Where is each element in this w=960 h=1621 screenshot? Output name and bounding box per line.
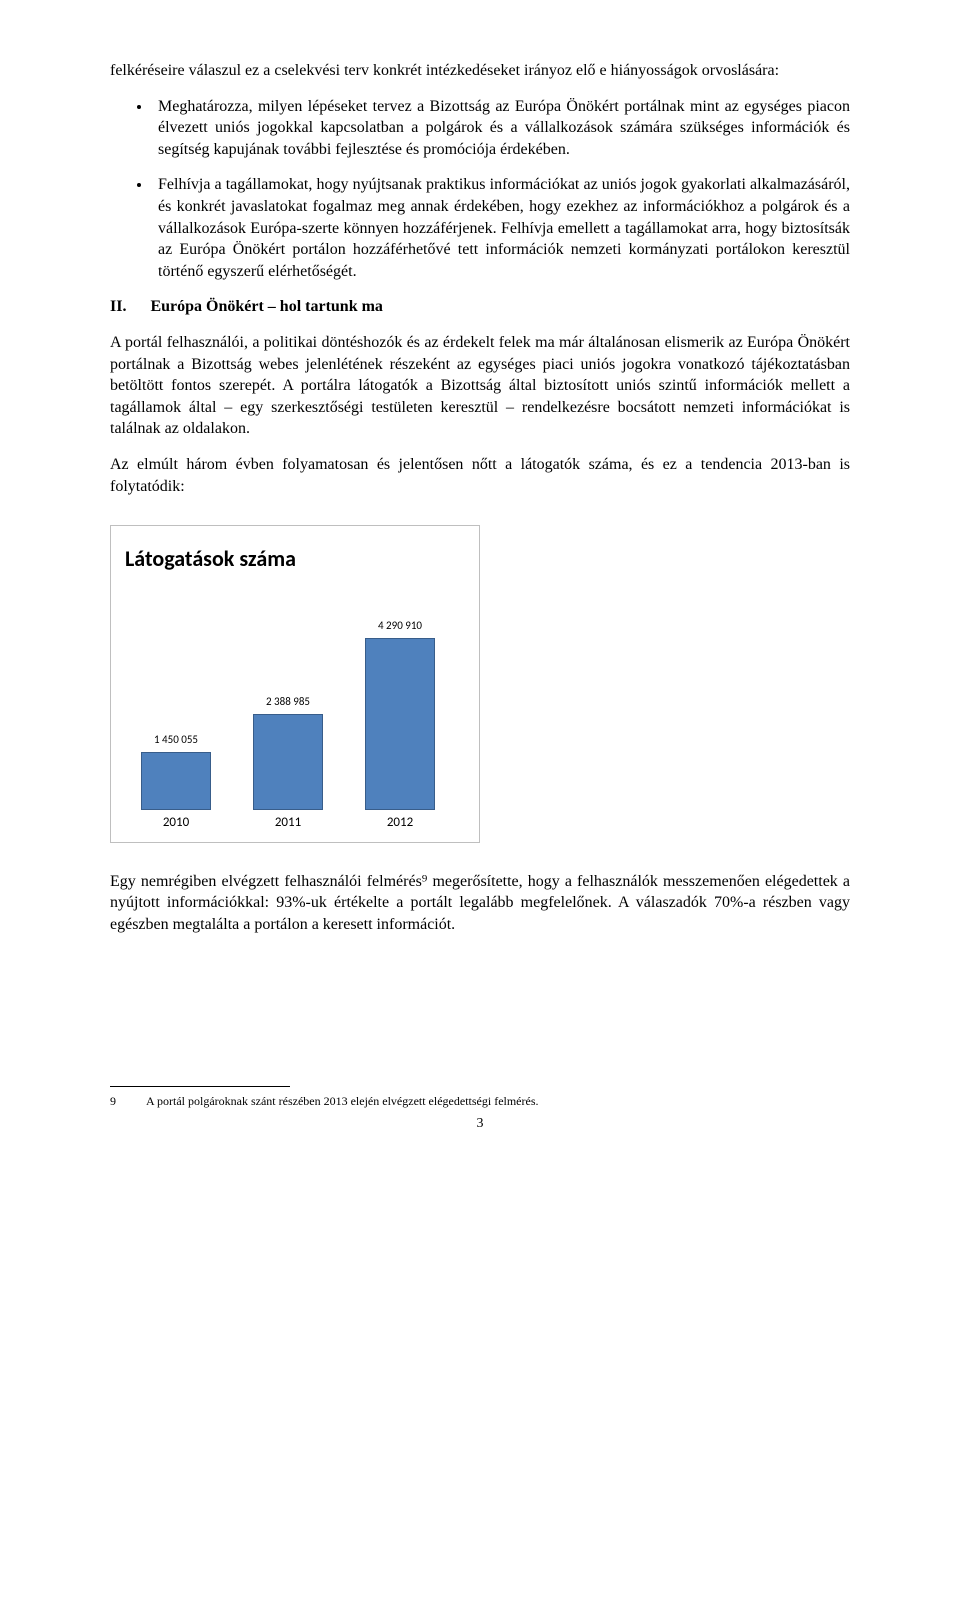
chart-bar bbox=[141, 752, 211, 810]
chart-x-label: 2012 bbox=[387, 814, 413, 832]
section-number: II. bbox=[110, 296, 126, 318]
body-paragraph: Az elmúlt három évben folyamatosan és je… bbox=[110, 454, 850, 497]
chart-bar bbox=[365, 638, 435, 810]
chart-x-label: 2011 bbox=[275, 814, 301, 832]
footnote-number: 9 bbox=[110, 1093, 146, 1109]
chart-bar bbox=[253, 714, 323, 810]
intro-paragraph: felkéréseire válaszul ez a cselekvési te… bbox=[110, 60, 850, 82]
bullet-item: Meghatározza, milyen lépéseket tervez a … bbox=[152, 96, 850, 161]
chart-value-label: 4 290 910 bbox=[378, 619, 422, 634]
bullet-item: Felhívja a tagállamokat, hogy nyújtsanak… bbox=[152, 174, 850, 282]
body-paragraph: A portál felhasználói, a politikai dönté… bbox=[110, 332, 850, 440]
footnote-rule bbox=[110, 1086, 290, 1087]
chart-x-label: 2010 bbox=[163, 814, 189, 832]
section-title: Európa Önökért – hol tartunk ma bbox=[150, 296, 850, 318]
visits-chart: Látogatások száma 1 450 055 2010 2 388 985… bbox=[110, 525, 480, 843]
chart-value-label: 2 388 985 bbox=[266, 695, 310, 710]
chart-value-label: 1 450 055 bbox=[154, 733, 198, 748]
chart-area: 1 450 055 2010 2 388 985 2011 4 290 910 2012 bbox=[125, 582, 465, 832]
bullet-list: Meghatározza, milyen lépéseket tervez a … bbox=[110, 96, 850, 283]
page-number: 3 bbox=[110, 1115, 850, 1134]
footnote-text: A portál polgároknak szánt részében 2013… bbox=[146, 1093, 850, 1109]
closing-paragraph: Egy nemrégiben elvégzett felhasználói fe… bbox=[110, 871, 850, 936]
section-heading: II. Európa Önökért – hol tartunk ma bbox=[110, 296, 850, 318]
chart-title: Látogatások száma bbox=[125, 544, 465, 574]
footnote: 9 A portál polgároknak szánt részében 20… bbox=[110, 1093, 850, 1109]
